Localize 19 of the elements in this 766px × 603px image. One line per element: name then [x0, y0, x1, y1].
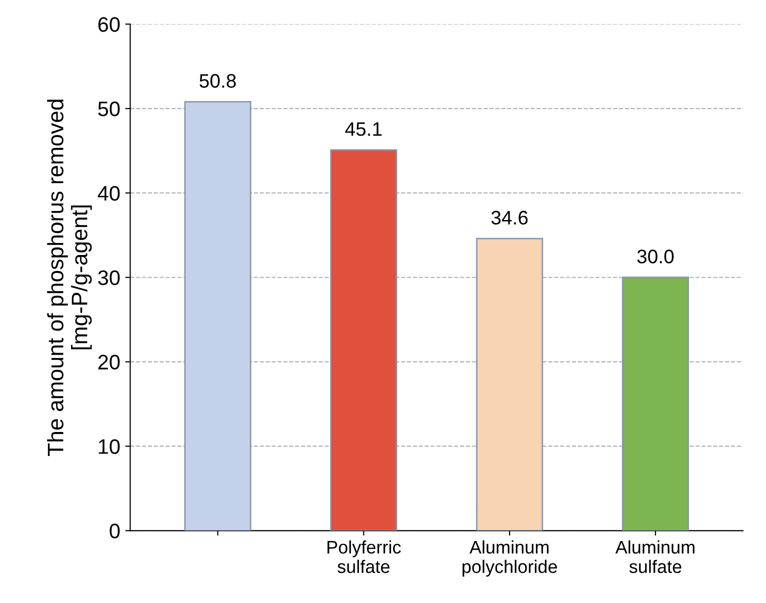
x-tick-label: Polyferric sulfate — [328, 540, 401, 574]
x-tick-label: Aluminum sulfate — [615, 540, 694, 574]
y-tick-label: 10 — [98, 439, 120, 454]
bar — [184, 101, 252, 531]
y-axis-title: The amount of phosphorus removed [mg-P/g-agent] — [47, 100, 92, 456]
bar — [330, 149, 398, 531]
x-tick-label: Aluminum polychloride — [462, 540, 557, 577]
data-label: 34.6 — [491, 210, 528, 225]
y-tick-label: 20 — [98, 354, 120, 370]
y-tick-label: 60 — [98, 17, 120, 32]
y-tick-label: 30 — [98, 270, 120, 286]
y-tick-label: 0 — [110, 524, 120, 538]
data-label: 45.1 — [345, 122, 382, 136]
y-tick-label: 50 — [98, 102, 120, 116]
bar — [622, 276, 689, 531]
data-label: 30.0 — [637, 250, 674, 264]
data-label: 50.8 — [200, 74, 236, 88]
y-tick-label: 40 — [98, 186, 120, 201]
bar — [476, 238, 544, 531]
